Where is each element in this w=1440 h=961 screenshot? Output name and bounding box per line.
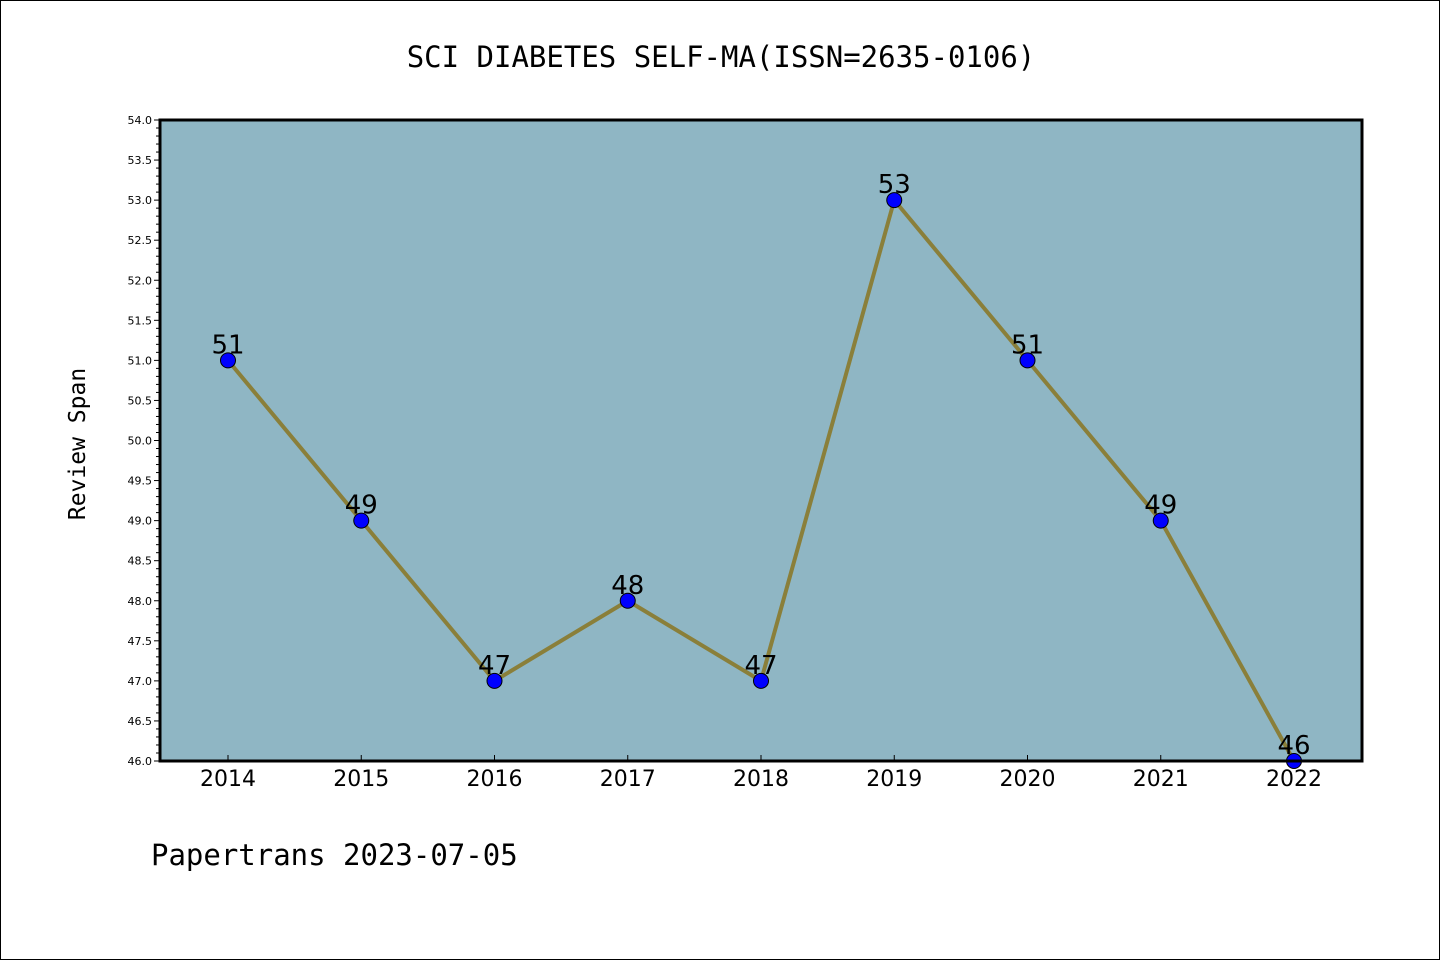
x-tick-label: 2021 [1133,767,1189,792]
data-label: 46 [1277,731,1310,761]
data-point [886,192,903,209]
footer-text: Papertrans 2023-07-05 [151,838,518,872]
y-tick-label: 48.0 [128,595,153,608]
x-tick-label: 2014 [200,767,256,792]
y-tick-label: 53.5 [128,154,153,167]
y-tick-label: 51.5 [128,314,153,327]
y-tick-label: 46.0 [128,755,153,768]
x-tick-label: 2022 [1266,767,1322,792]
y-tick-label: 47.0 [128,675,153,688]
y-tick-label: 46.5 [128,715,153,728]
x-tick-label: 2018 [733,767,789,792]
data-point [1019,352,1036,369]
y-axis: 46.0 46.5 47.0 47.5 48.0 48.5 49.0 49.5 50.0 50.5… [128,114,160,768]
y-axis-label: Review Span [65,368,91,520]
x-tick-label: 2015 [333,767,389,792]
data-point [486,672,503,689]
x-tick-label: 2019 [866,767,922,792]
x-tick-label: 2020 [1000,767,1056,792]
x-axis: 2014 2015 2016 2017 2018 2019 2020 2021 2022 [200,755,1322,792]
y-tick-label: 52.5 [128,234,153,247]
y-tick-label: 47.5 [128,635,153,648]
series-layer: 51 49 47 48 47 53 51 49 46 [211,170,1311,769]
x-tick-label: 2016 [467,767,523,792]
data-point [1152,512,1169,529]
data-label: 49 [345,491,378,521]
chart-title: SCI DIABETES SELF-MA(ISSN=2635-0106) [407,40,1036,74]
plot-area [160,120,1362,761]
y-tick-label: 53.0 [128,194,153,207]
data-label: 47 [744,651,777,681]
y-tick-label: 49.5 [128,475,153,488]
data-label: 47 [478,651,511,681]
y-tick-label: 54.0 [128,114,153,127]
data-label: 51 [211,330,244,360]
y-tick-label: 51.0 [128,354,153,367]
data-label: 48 [611,571,644,601]
data-point [753,672,769,689]
y-tick-label: 50.5 [128,394,153,407]
data-label: 51 [1011,330,1044,360]
data-point [619,592,636,609]
y-tick-label: 48.5 [128,555,153,568]
y-tick-label: 52.0 [128,274,153,287]
y-tick-label: 50.0 [128,435,153,448]
data-point [353,512,370,529]
data-point [220,352,236,369]
data-label: 53 [878,170,911,200]
data-label: 49 [1144,491,1177,521]
x-tick-label: 2017 [600,767,656,792]
y-tick-label: 49.0 [128,515,153,528]
plot-border [158,118,1364,763]
